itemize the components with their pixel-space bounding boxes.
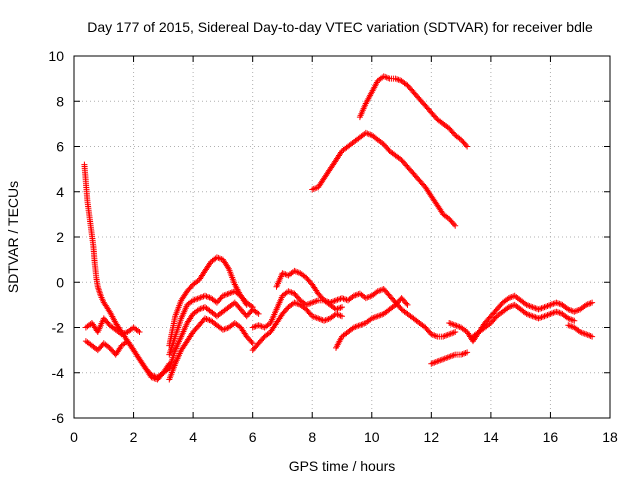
series-track-5 [166, 288, 256, 358]
series-track-8 [249, 286, 459, 340]
plus-markers [565, 322, 596, 340]
series-track-12 [356, 73, 471, 150]
plus-markers [166, 288, 256, 358]
plot-frame [73, 55, 611, 419]
y-axis-label: SDTVAR / TECUs [5, 181, 21, 293]
plus-markers [333, 295, 411, 351]
x-tick-label: 14 [483, 429, 499, 445]
series-track-6 [166, 299, 262, 372]
x-tick-label: 18 [602, 429, 618, 445]
x-axis-label: GPS time / hours [289, 458, 396, 474]
x-tick-label: 10 [364, 429, 380, 445]
x-tick-label: 8 [308, 429, 316, 445]
x-tick-label: 12 [424, 429, 440, 445]
chart-title: Day 177 of 2015, Sidereal Day-to-day VTE… [87, 19, 593, 35]
data-points [81, 73, 596, 383]
series-track-13 [333, 295, 411, 351]
series-track-2 [82, 338, 173, 383]
plus-markers [166, 254, 250, 349]
y-tick-label: -2 [52, 320, 65, 336]
y-tick-label: -4 [52, 365, 65, 381]
y-tick-label: 4 [56, 184, 64, 200]
plus-markers [249, 286, 459, 340]
plus-markers [428, 349, 471, 367]
x-tick-labels: 0 2 4 6 8 10 12 14 16 18 [70, 429, 618, 445]
plus-markers [249, 299, 345, 354]
series-track-7 [166, 315, 256, 383]
series-track-10 [273, 267, 345, 313]
plus-markers [166, 315, 256, 383]
plus-markers [166, 299, 262, 372]
y-tick-label: 6 [56, 139, 64, 155]
series-track-3 [82, 315, 143, 338]
series-track-14 [428, 349, 471, 367]
y-tick-labels: -6 -4 -2 0 2 4 6 8 10 [48, 48, 64, 426]
x-tick-label: 4 [189, 429, 197, 445]
plus-markers [273, 267, 345, 313]
y-tick-label: 0 [56, 274, 64, 290]
plus-markers [470, 301, 578, 340]
y-tick-label: 2 [56, 229, 64, 245]
series-track-9 [249, 299, 345, 354]
series-track-17 [565, 322, 596, 340]
y-tick-label: 10 [48, 48, 64, 64]
series-track-11 [309, 129, 459, 229]
series-track-16 [470, 301, 578, 340]
grid-lines [73, 55, 611, 419]
plus-markers [356, 73, 471, 150]
y-tick-label: -6 [52, 410, 65, 426]
plus-markers [309, 129, 459, 229]
x-tick-label: 0 [70, 429, 78, 445]
y-tick-label: 8 [56, 93, 64, 109]
plus-markers [82, 315, 143, 338]
series-track-4 [166, 254, 250, 349]
plus-markers [82, 338, 173, 383]
x-tick-label: 16 [543, 429, 559, 445]
x-tick-label: 2 [130, 429, 138, 445]
x-tick-label: 6 [249, 429, 257, 445]
